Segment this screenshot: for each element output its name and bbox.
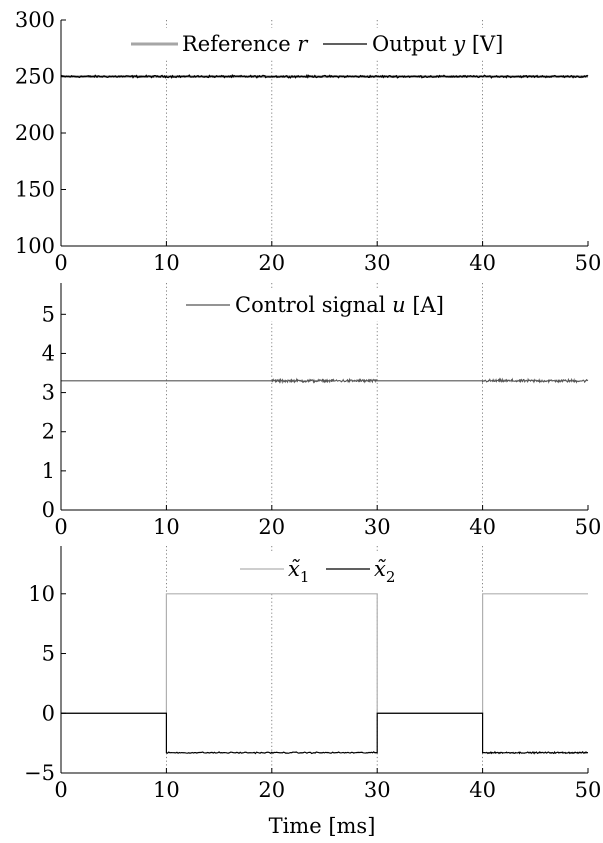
bottom-legend-box bbox=[232, 553, 410, 593]
x-tick-label: 40 bbox=[469, 251, 496, 275]
bottom-series bbox=[61, 593, 589, 755]
x-tick-label: 30 bbox=[364, 778, 391, 802]
x-tick-label: 50 bbox=[575, 778, 602, 802]
y-tick-label: 10 bbox=[28, 582, 55, 606]
y-tick-label: 0 bbox=[42, 498, 55, 522]
legend-x1-label: x̃1 bbox=[288, 557, 309, 586]
x-tick-label: 0 bbox=[54, 778, 67, 802]
panel-middle: 0 10 20 30 40 50 0 1 2 3 4 5 Control signal u [A] bbox=[42, 283, 602, 539]
series-output bbox=[60, 73, 589, 79]
y-tick-label: 5 bbox=[42, 302, 55, 326]
x-tick-label: 0 bbox=[54, 515, 67, 539]
y-tick-label: 200 bbox=[15, 121, 55, 145]
y-tick-label: 150 bbox=[15, 178, 55, 202]
y-tick-label: 250 bbox=[15, 65, 55, 89]
y-tick-label: 5 bbox=[42, 642, 55, 666]
middle-ticks: 0 10 20 30 40 50 0 1 2 3 4 5 bbox=[42, 302, 602, 539]
bottom-legend: x̃1 x̃2 bbox=[232, 553, 410, 593]
x-tick-label: 30 bbox=[364, 251, 391, 275]
y-tick-label: 0 bbox=[42, 701, 55, 725]
y-tick-label: 2 bbox=[42, 420, 55, 444]
legend-reference-label: Reference r bbox=[182, 32, 309, 56]
x-tick-label: 50 bbox=[575, 251, 602, 275]
top-legend-box bbox=[124, 28, 516, 60]
panel-top: 0 10 20 30 40 50 100 150 200 250 300 Reference r O… bbox=[15, 8, 601, 275]
series-control-signal bbox=[61, 377, 589, 385]
y-tick-label: 300 bbox=[15, 8, 55, 32]
y-tick-label: 1 bbox=[42, 459, 55, 483]
x-tick-label: 10 bbox=[153, 778, 180, 802]
x-tick-label: 30 bbox=[364, 515, 391, 539]
series-x2 bbox=[61, 712, 589, 755]
x-tick-label: 20 bbox=[258, 778, 285, 802]
top-series bbox=[60, 73, 589, 79]
x-tick-label: 20 bbox=[258, 515, 285, 539]
legend-control-label: Control signal u [A] bbox=[235, 293, 444, 317]
x-tick-label: 40 bbox=[469, 778, 496, 802]
top-legend: Reference r Output y [V] bbox=[124, 28, 516, 60]
legend-x2-label: x̃2 bbox=[374, 557, 395, 586]
y-tick-label: 3 bbox=[42, 381, 55, 405]
y-tick-label: −5 bbox=[24, 761, 55, 785]
legend-output-label: Output y [V] bbox=[372, 32, 503, 56]
x-axis-label: Time [ms] bbox=[269, 814, 376, 838]
x-tick-label: 0 bbox=[54, 251, 67, 275]
middle-legend: Control signal u [A] bbox=[176, 289, 468, 321]
y-tick-label: 4 bbox=[42, 341, 55, 365]
middle-series bbox=[61, 377, 589, 385]
x-tick-label: 50 bbox=[575, 515, 602, 539]
x-tick-label: 20 bbox=[258, 251, 285, 275]
x-tick-label: 40 bbox=[469, 515, 496, 539]
x-tick-label: 10 bbox=[153, 515, 180, 539]
series-x1 bbox=[61, 593, 588, 714]
middle-axes bbox=[60, 283, 588, 511]
y-tick-label: 100 bbox=[15, 234, 55, 258]
bottom-axes bbox=[60, 546, 588, 774]
x-tick-label: 10 bbox=[153, 251, 180, 275]
top-ticks: 0 10 20 30 40 50 100 150 200 250 300 bbox=[15, 8, 601, 275]
